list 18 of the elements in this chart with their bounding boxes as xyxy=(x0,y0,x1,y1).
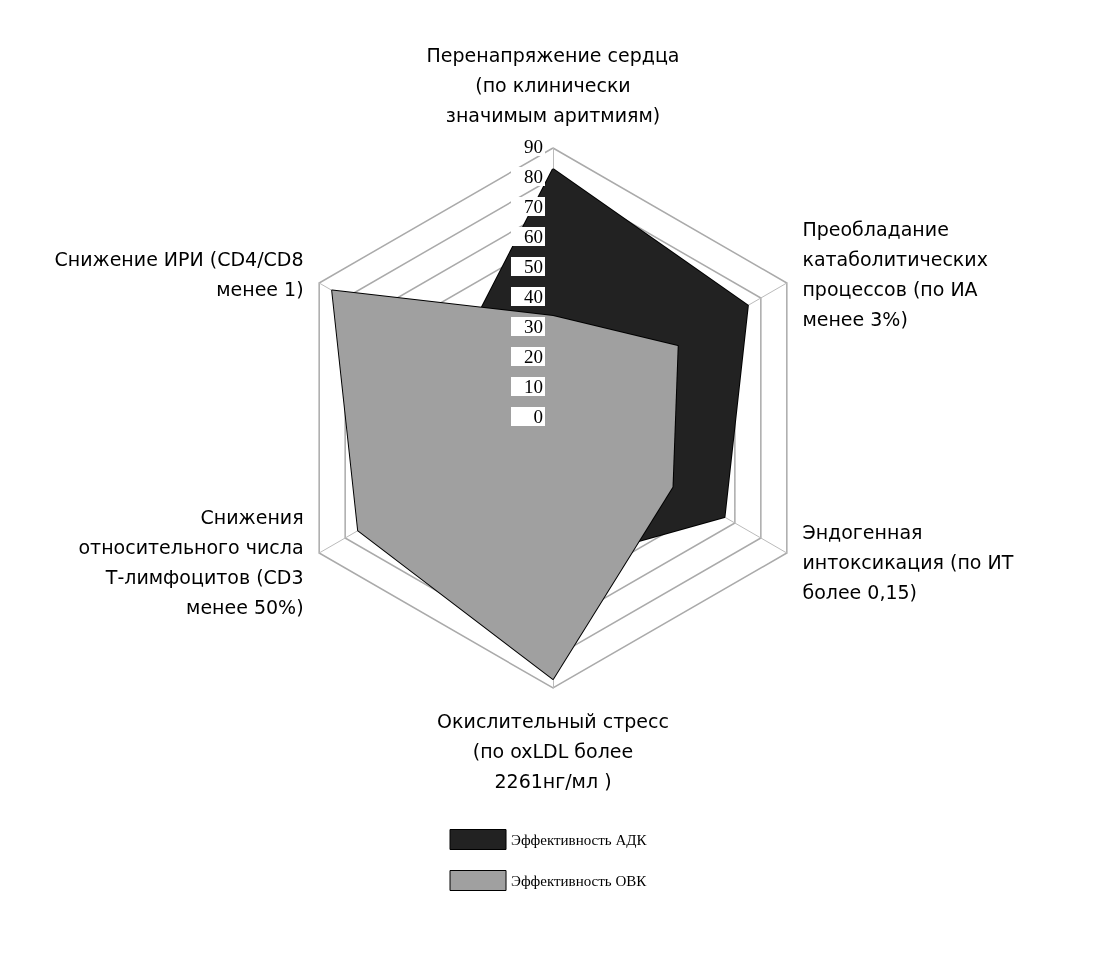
spoke-label: Эндогенная интоксикация (по ИТ более 0,15) xyxy=(802,521,1014,603)
y-tick-label: 30 xyxy=(524,316,543,337)
y-tick-label: 80 xyxy=(524,166,543,187)
y-tick-label: 70 xyxy=(524,196,543,217)
spoke-label: Окислительный стресс (по oxLDL более 2261нг/мл ) xyxy=(437,710,669,792)
y-tick-label: 10 xyxy=(524,376,543,397)
y-tick-label: 20 xyxy=(524,346,543,367)
spoke-label: Перенапряжение сердца (по клинически значимым аритмиям) xyxy=(426,44,680,126)
y-tick-label: 50 xyxy=(524,256,543,277)
y-tick-label: 0 xyxy=(533,406,543,427)
y-tick-label: 60 xyxy=(524,226,543,247)
legend-label: Эффективность АДК xyxy=(511,831,648,848)
spoke-label: Снижения относительного числа Т-лимфоцитов (CD3 менее 50%) xyxy=(78,506,304,618)
legend-label: Эффективность ОВК xyxy=(511,872,648,889)
spoke-label: Снижение ИРИ (CD4/CD8 менее 1) xyxy=(54,248,304,300)
y-tick-label: 40 xyxy=(524,286,543,307)
y-tick-label: 90 xyxy=(524,136,543,157)
spoke-label: Преобладание катаболитических процессов (по ИА менее 3%) xyxy=(802,218,988,330)
